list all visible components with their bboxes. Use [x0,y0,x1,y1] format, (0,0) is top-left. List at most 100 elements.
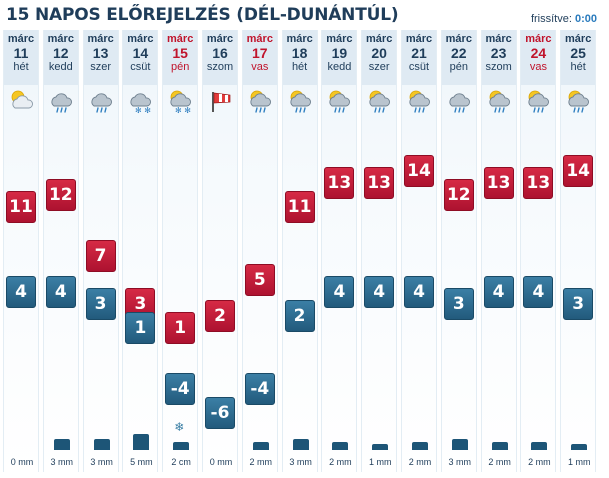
update-label: frissítve: [530,13,572,25]
day-header: márc 16 szom [203,30,237,85]
weekday-label: csüt [130,61,151,73]
cloud-snow-icon: ✻ ✻ [128,88,154,115]
max-temp-badge: 13 [523,167,554,200]
month-label: márc [326,33,353,45]
day-column[interactable]: márc 19 kedd 13 4 2 mm [321,30,358,472]
precip-label: 3 mm [50,457,74,467]
month-label: márc [485,33,512,45]
day-number: 14 [132,45,149,61]
max-temp-badge: 2 [205,300,235,333]
min-temp-badge: -4 [244,372,275,405]
min-temp-badge: 4 [364,276,395,308]
day-header: márc 13 szer [83,30,118,85]
day-column[interactable]: márc 15 pén ✻ ✻ 1 -4 ❄ 2 cm [162,30,199,472]
min-temp-badge: 4 [45,276,76,308]
precip-label: 2 cm [171,457,191,467]
weekday-label: szom [485,61,512,73]
weekday-label: pén [449,61,468,73]
precip-bar [93,439,110,450]
day-number: 11 [13,45,29,61]
weekday-label: csüt [408,61,430,73]
min-temp-badge: 4 [404,276,434,308]
sun-cloud-rain-icon [327,88,353,114]
precip-bar [133,434,150,450]
month-label: márc [405,33,433,45]
cloud-rain-icon [447,88,473,114]
day-column[interactable]: márc 23 szom 13 4 2 mm [480,30,517,472]
update-info: frissítve: 0:00 [531,13,597,25]
day-column[interactable]: márc 12 kedd 12 4 3 mm [42,30,79,472]
min-temp-badge: 3 [443,288,474,321]
day-header: márc 11 hét [4,30,38,85]
precip-label: 2 mm [249,457,273,467]
month-label: márc [525,33,552,45]
day-number: 22 [451,45,467,61]
precip-bar [531,441,548,450]
precip-label: 2 mm [408,457,432,467]
weekday-label: kedd [48,61,73,73]
month-label: márc [167,33,194,45]
day-column[interactable]: márc 16 szom 2 -6 0 mm [202,30,238,472]
day-column[interactable]: márc 20 szer 13 4 1 mm [361,30,398,472]
cloud-rain-icon [89,88,115,114]
precip-bar [491,441,508,450]
min-temp-badge: 4 [324,276,355,308]
day-number: 17 [252,45,268,61]
sun-cloud-snow-icon: ✻ ✻ [168,88,194,115]
sun-cloud-rain-icon [367,88,393,114]
max-temp-badge: 1 [165,312,196,345]
weekday-label: szer [368,61,390,73]
day-header: márc 21 csüt [402,30,436,85]
day-column[interactable]: márc 13 szer 7 3 3 mm [82,30,119,472]
precip-label: 1 mm [567,457,591,467]
day-column[interactable]: márc 11 hét 11 4 0 mm [3,30,39,472]
precip-label: 0 mm [10,457,34,467]
day-column[interactable]: márc 18 hét 11 2 3 mm [281,30,318,472]
sun-cloud-rain-icon [407,88,433,114]
day-number: 23 [490,45,507,61]
month-label: márc [206,33,234,45]
weekday-label: pén [171,61,190,73]
day-header: márc 17 vas [242,30,277,85]
weekday-label: hét [570,61,586,73]
day-header: márc 14 csüt [123,30,158,85]
day-column[interactable]: márc 22 pén 12 3 3 mm [440,30,477,472]
month-label: márc [47,33,74,45]
weekday-label: vas [529,61,547,73]
max-temp-badge: 13 [364,167,395,200]
precip-bar [372,444,389,450]
precip-label: 2 mm [329,457,352,467]
min-temp-badge: -4 [165,372,196,405]
sun-cloud-rain-icon [288,88,314,114]
day-column[interactable]: márc 14 csüt ✻ ✻ 3 1 5 mm [122,30,159,472]
month-label: márc [7,33,35,45]
day-column[interactable]: márc 17 vas 5 -4 2 mm [241,30,278,472]
day-number: 20 [371,45,387,61]
precip-label: 3 mm [90,457,113,467]
day-column[interactable]: márc 25 hét 14 3 1 mm [560,30,597,472]
day-header: márc 12 kedd [43,30,78,85]
min-temp-badge: 2 [284,300,315,333]
weekday-label: szer [90,61,111,73]
svg-text:✻ ✻: ✻ ✻ [175,106,191,114]
precip-label: 0 mm [209,457,233,467]
month-label: márc [445,33,472,45]
min-temp-badge: 1 [125,312,156,345]
day-header: márc 22 pén [441,30,476,85]
precip-bar [571,444,588,450]
precip-label: 1 mm [368,457,392,467]
day-number: 13 [92,45,109,61]
weekday-label: szom [206,61,234,73]
max-temp-badge: 13 [483,167,514,200]
day-column[interactable]: márc 24 vas 13 4 2 mm [520,30,557,472]
max-temp-badge: 14 [563,155,594,187]
max-temp-badge: 7 [85,239,116,272]
day-number: 12 [53,45,69,61]
weekday-label: hét [291,61,308,73]
precip-bar [412,441,428,450]
cloud-rain-icon [49,88,75,114]
sun-cloud-rain-icon [526,88,552,114]
min-temp-badge: 4 [483,276,514,308]
day-column[interactable]: márc 21 csüt 14 4 2 mm [401,30,437,472]
max-temp-badge: 14 [404,155,434,187]
